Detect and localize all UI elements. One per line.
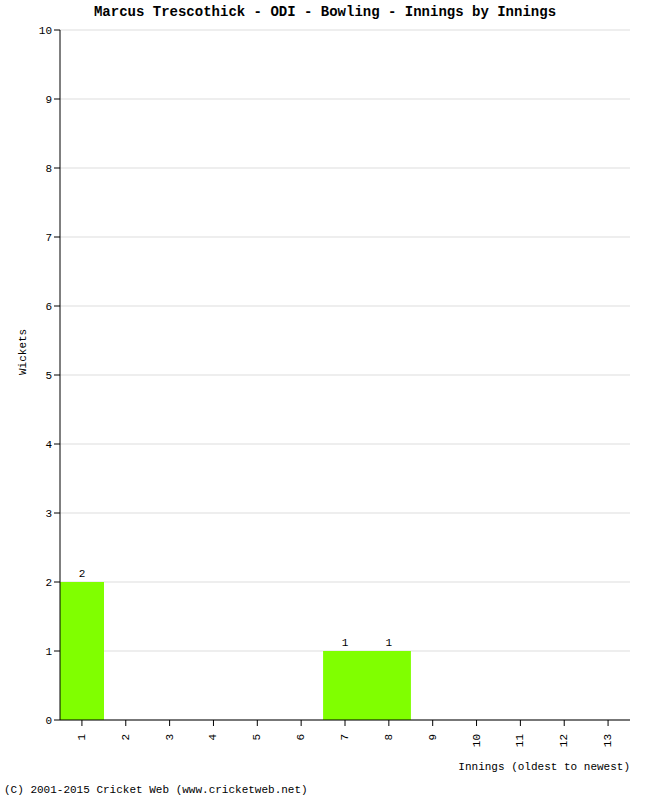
- svg-text:10: 10: [471, 734, 483, 747]
- svg-text:1: 1: [45, 646, 52, 658]
- svg-text:9: 9: [45, 94, 52, 106]
- svg-text:0: 0: [45, 715, 52, 727]
- svg-text:Wickets: Wickets: [17, 329, 29, 375]
- svg-text:12: 12: [558, 734, 570, 747]
- svg-text:11: 11: [514, 734, 526, 748]
- svg-text:2: 2: [45, 577, 52, 589]
- svg-text:3: 3: [45, 508, 52, 520]
- svg-text:10: 10: [39, 25, 52, 37]
- svg-text:9: 9: [427, 734, 439, 741]
- svg-text:2: 2: [120, 734, 132, 741]
- svg-text:7: 7: [45, 232, 52, 244]
- svg-text:1: 1: [342, 637, 349, 649]
- svg-text:1: 1: [386, 637, 393, 649]
- html-text:Marcus Trescothick - ODI - Bow: Marcus Trescothick - ODI - Bowling - Inn…: [94, 4, 556, 20]
- svg-text:3: 3: [164, 734, 176, 741]
- svg-text:Innings (oldest to newest): Innings (oldest to newest): [458, 761, 630, 773]
- svg-text:6: 6: [45, 301, 52, 313]
- svg-text:7: 7: [339, 734, 351, 741]
- svg-text:2: 2: [79, 568, 86, 580]
- svg-text:8: 8: [45, 163, 52, 175]
- svg-text:5: 5: [251, 734, 263, 741]
- html-text:(C) 2001-2015 Cricket Web (www: (C) 2001-2015 Cricket Web (www.cricketwe…: [4, 784, 308, 796]
- svg-text:13: 13: [602, 734, 614, 747]
- svg-text:6: 6: [295, 734, 307, 741]
- svg-text:5: 5: [45, 370, 52, 382]
- svg-text:4: 4: [207, 734, 219, 741]
- svg-text:4: 4: [45, 439, 52, 451]
- svg-text:8: 8: [383, 734, 395, 741]
- svg-text:1: 1: [76, 734, 88, 741]
